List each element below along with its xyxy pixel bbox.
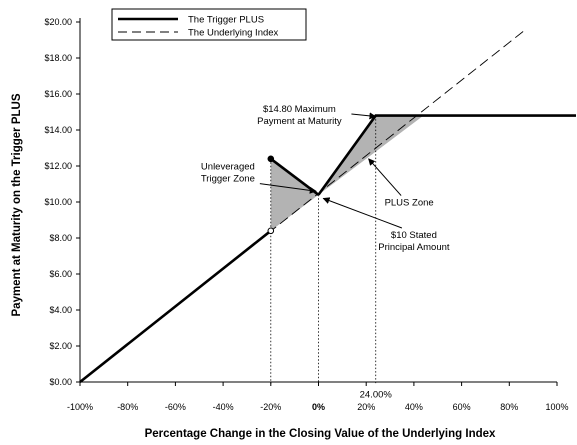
legend-label: The Trigger PLUS — [188, 15, 264, 26]
annotation-max-arrow — [351, 112, 377, 120]
y-tick-label: $12.00 — [44, 161, 72, 171]
open-point-marker — [267, 227, 275, 235]
x-tick-label: -40% — [213, 402, 234, 412]
legend-label: The Underlying Index — [188, 28, 279, 39]
reference-lines — [270, 115, 377, 384]
x-tick-label: 80% — [500, 402, 518, 412]
y-tick-label: $16.00 — [44, 89, 72, 99]
annotation-plus: PLUS Zone — [368, 158, 434, 209]
annotation-plus-line-1: PLUS Zone — [385, 198, 434, 209]
x-tick-label: -80% — [117, 402, 138, 412]
y-tick-label: $20.00 — [44, 17, 72, 27]
y-tick-label: $6.00 — [49, 269, 72, 279]
y-tick-label: $8.00 — [49, 233, 72, 243]
x-tick-label: 20% — [357, 402, 375, 412]
legend: The Trigger PLUS The Underlying Index — [111, 8, 307, 41]
annotation-pct-line-1: 24.00% — [360, 389, 393, 400]
legend-item-2: The Underlying Index — [118, 28, 279, 39]
x-tick-label: 40% — [405, 402, 423, 412]
annotation-plus-arrow — [368, 158, 402, 196]
point-markers — [267, 155, 275, 235]
annotation-stated-line-1: $10 Stated — [391, 230, 437, 241]
underlying-index-line — [79, 28, 527, 383]
x-axis-title: Percentage Change in the Closing Value o… — [145, 428, 496, 440]
y-tick-label: $18.00 — [44, 53, 72, 63]
y-tick-label: $2.00 — [49, 341, 72, 351]
filled-point-marker — [267, 155, 275, 163]
shaded-zone-2 — [318, 115, 424, 195]
annotation-stated-line-2: Principal Amount — [378, 242, 450, 253]
y-tick-label: $4.00 — [49, 305, 72, 315]
shaded-zones — [270, 115, 424, 231]
x-tick-label: 60% — [453, 402, 471, 412]
annotation-unlev-arrow — [259, 183, 317, 194]
annotation-stated-arrow — [322, 197, 403, 229]
legend-box — [111, 8, 307, 41]
y-tick-label: $14.00 — [44, 125, 72, 135]
axes: $0.00 $2.00 $4.00 $6.00 $8.00 $10.00 $12.00 $14… — [44, 17, 568, 412]
x-tick-label: 0% — [312, 402, 325, 412]
x-tick-label: -100% — [67, 402, 93, 412]
x-tick-label: 100% — [545, 402, 568, 412]
annotation-max-line-1: $14.80 Maximum — [263, 104, 336, 115]
legend-item-1: The Trigger PLUS — [118, 15, 264, 26]
y-axis-title: Payment at Maturity on the Trigger PLUS — [11, 93, 23, 316]
y-tick-label: $0.00 — [49, 377, 72, 387]
annotation-unlev-line-1: Unleveraged — [201, 162, 255, 173]
x-tick-label: -20% — [260, 402, 281, 412]
annotation-unlev-line-2: Trigger Zone — [201, 174, 255, 185]
annotation-pct: 24.00% — [360, 389, 393, 400]
shaded-zone-1 — [270, 158, 319, 231]
x-tick-label: -60% — [165, 402, 186, 412]
annotation-max-line-2: Payment at Maturity — [257, 116, 342, 127]
y-tick-label: $10.00 — [44, 197, 72, 207]
series-lines — [79, 28, 576, 384]
